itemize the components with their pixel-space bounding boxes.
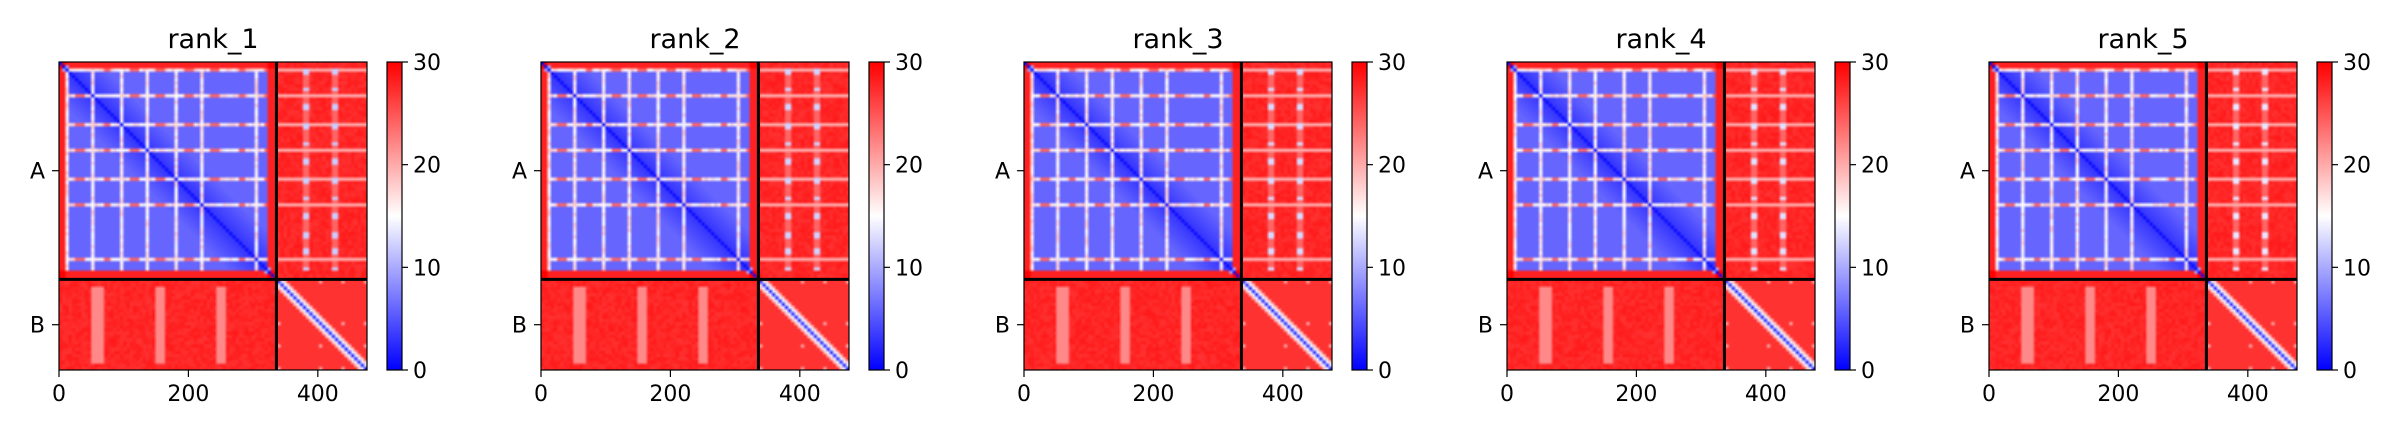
colorbar-tick-label: 30 bbox=[2343, 51, 2371, 76]
colorbar-tick-label: 30 bbox=[413, 51, 441, 76]
colorbar-tick-label: 10 bbox=[1861, 256, 1889, 281]
colorbar-tick-label: 0 bbox=[1861, 359, 1875, 384]
x-tick-label: 0 bbox=[1500, 382, 1514, 407]
colorbar bbox=[386, 61, 403, 371]
colorbar bbox=[1834, 61, 1851, 371]
chain-label: B bbox=[30, 314, 45, 339]
x-tick-label: 400 bbox=[297, 382, 339, 407]
colorbar-tick-label: 0 bbox=[2343, 359, 2357, 384]
colorbar-tick-label: 20 bbox=[1378, 154, 1406, 179]
heatmap-frame bbox=[58, 61, 368, 371]
x-tick-label: 200 bbox=[2097, 382, 2139, 407]
heatmap-panel: rank_5 0 200 400 A B 0 10 20 30 bbox=[1960, 24, 2371, 407]
colorbar-tick-label: 20 bbox=[895, 154, 923, 179]
x-tick-label: 0 bbox=[1982, 382, 1996, 407]
colorbar-tick-label: 0 bbox=[413, 359, 427, 384]
x-tick-label: 0 bbox=[52, 382, 66, 407]
colorbar-tick-label: 10 bbox=[1378, 256, 1406, 281]
colorbar-tick-label: 20 bbox=[1861, 154, 1889, 179]
chain-label: A bbox=[995, 160, 1010, 185]
colorbar bbox=[868, 61, 885, 371]
pae-heatmap-image bbox=[541, 62, 849, 370]
x-tick-label: 200 bbox=[649, 382, 691, 407]
colorbar bbox=[1351, 61, 1368, 371]
colorbar bbox=[2316, 61, 2333, 371]
chain-label: A bbox=[30, 160, 45, 185]
x-tick-label: 200 bbox=[1132, 382, 1174, 407]
heatmap-frame bbox=[1506, 61, 1816, 371]
x-tick-label: 0 bbox=[534, 382, 548, 407]
x-tick-label: 200 bbox=[1615, 382, 1657, 407]
pae-heatmap-image bbox=[59, 62, 367, 370]
heatmap-panel: rank_2 0 200 400 A B 0 10 20 30 bbox=[512, 24, 923, 407]
chain-label: B bbox=[1960, 314, 1975, 339]
chain-label: B bbox=[995, 314, 1010, 339]
colorbar-tick-label: 0 bbox=[1378, 359, 1392, 384]
heatmap-frame bbox=[1023, 61, 1333, 371]
colorbar-tick-label: 20 bbox=[2343, 154, 2371, 179]
pae-heatmap-image bbox=[1507, 62, 1815, 370]
panel-title: rank_2 bbox=[649, 24, 740, 55]
colorbar-tick-label: 30 bbox=[1861, 51, 1889, 76]
panel-title: rank_1 bbox=[167, 24, 258, 55]
heatmap-frame bbox=[1988, 61, 2298, 371]
colorbar-tick-label: 30 bbox=[895, 51, 923, 76]
heatmap-panel: rank_3 0 200 400 A B 0 10 20 30 bbox=[995, 24, 1406, 407]
x-tick-label: 400 bbox=[779, 382, 821, 407]
x-tick-label: 400 bbox=[1262, 382, 1304, 407]
panel-title: rank_3 bbox=[1132, 24, 1223, 55]
heatmap-frame bbox=[540, 61, 850, 371]
colorbar-tick-label: 0 bbox=[895, 359, 909, 384]
x-tick-label: 200 bbox=[167, 382, 209, 407]
panel-title: rank_4 bbox=[1615, 24, 1706, 55]
chain-label: B bbox=[512, 314, 527, 339]
pae-heatmap-image bbox=[1989, 62, 2297, 370]
chain-label: A bbox=[512, 160, 527, 185]
heatmap-panel: rank_4 0 200 400 A B 0 10 20 30 bbox=[1478, 24, 1889, 407]
chain-label: B bbox=[1478, 314, 1493, 339]
colorbar-tick-label: 20 bbox=[413, 154, 441, 179]
colorbar-tick-label: 10 bbox=[2343, 256, 2371, 281]
pae-heatmap-image bbox=[1024, 62, 1332, 370]
x-tick-label: 400 bbox=[1745, 382, 1787, 407]
heatmap-panel: rank_1 0 200 400 A B 0 10 20 30 bbox=[30, 24, 441, 407]
panel-title: rank_5 bbox=[2097, 24, 2188, 55]
chain-label: A bbox=[1960, 160, 1975, 185]
x-tick-label: 0 bbox=[1017, 382, 1031, 407]
colorbar-tick-label: 10 bbox=[413, 256, 441, 281]
colorbar-tick-label: 10 bbox=[895, 256, 923, 281]
colorbar-tick-label: 30 bbox=[1378, 51, 1406, 76]
x-tick-label: 400 bbox=[2227, 382, 2269, 407]
chain-label: A bbox=[1478, 160, 1493, 185]
